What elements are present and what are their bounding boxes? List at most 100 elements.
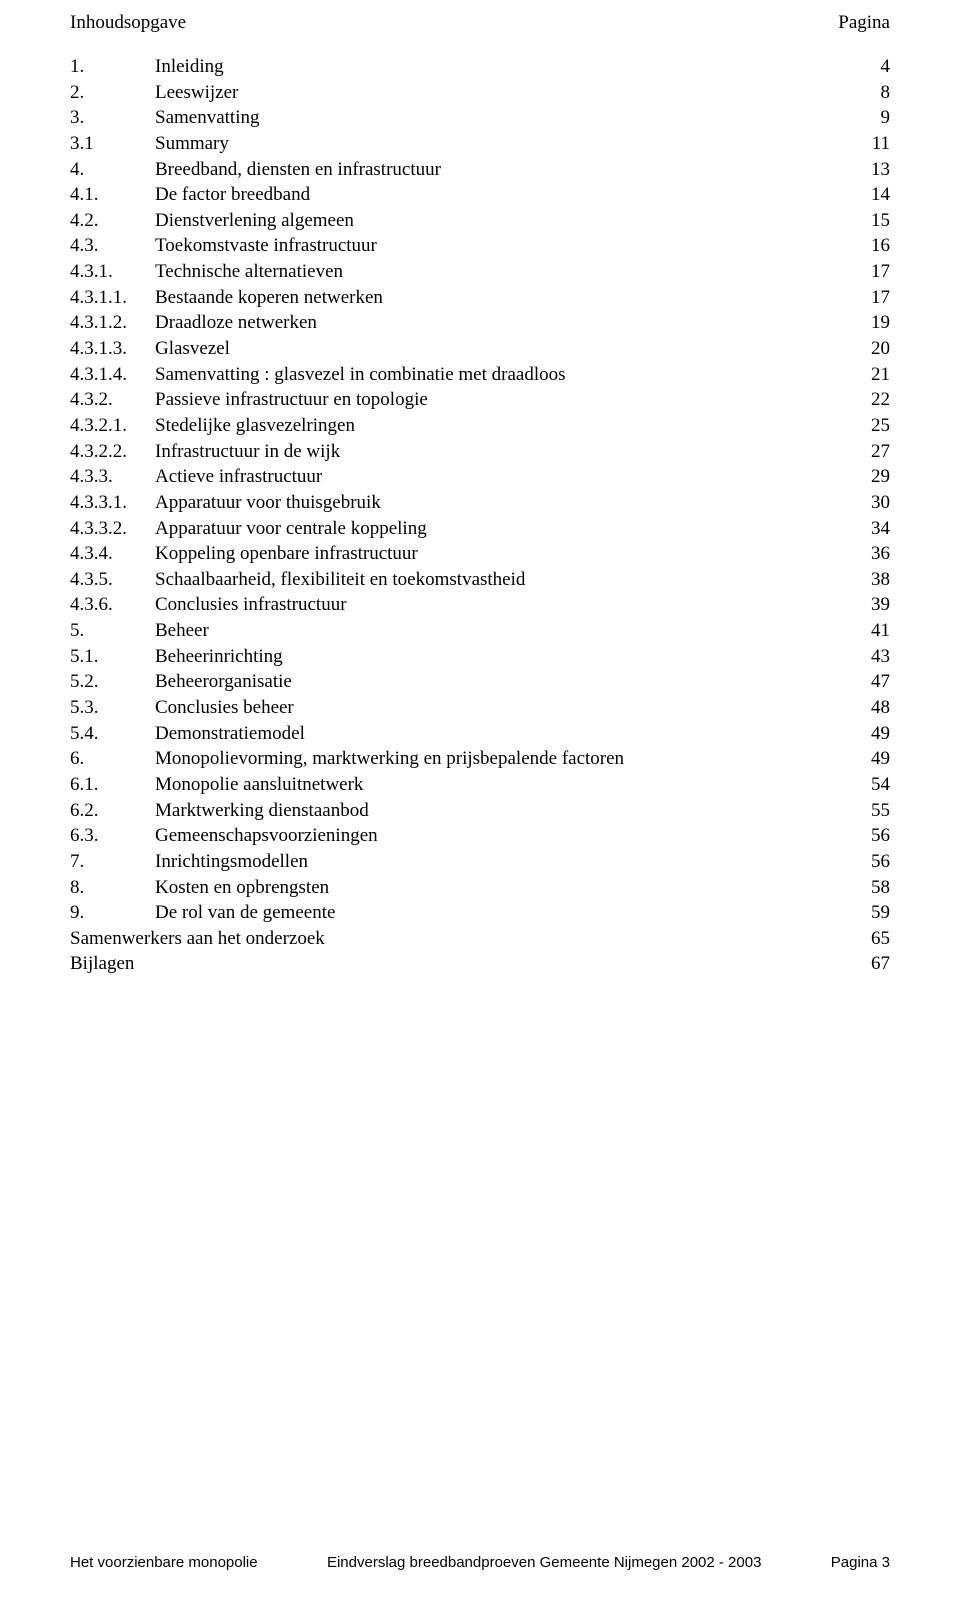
toc-row: 4.3.4.Koppeling openbare infrastructuur3…	[70, 541, 890, 567]
toc-entry-page: 15	[850, 208, 890, 234]
toc-entry-number: 1.	[70, 54, 155, 80]
toc-entry-page: 22	[850, 387, 890, 413]
toc-entry-label: Infrastructuur in de wijk	[155, 439, 850, 465]
toc-entry-number: 4.	[70, 157, 155, 183]
toc-entry-label: Marktwerking dienstaanbod	[155, 798, 850, 824]
toc-entry-number: 4.3.1.4.	[70, 362, 155, 388]
toc-entry-page: 20	[850, 336, 890, 362]
toc-entry-page: 16	[850, 233, 890, 259]
toc-entry-number: 5.	[70, 618, 155, 644]
toc-row: 4.3.2.2.Infrastructuur in de wijk27	[70, 439, 890, 465]
toc-entry-number: 4.3.4.	[70, 541, 155, 567]
toc-row: 5.Beheer41	[70, 618, 890, 644]
toc-entry-number: 5.4.	[70, 721, 155, 747]
toc-entry-label: De rol van de gemeente	[155, 900, 850, 926]
toc-row: 5.1.Beheerinrichting43	[70, 644, 890, 670]
toc-row: 4.Breedband, diensten en infrastructuur1…	[70, 157, 890, 183]
toc-row: 6.Monopolievorming, marktwerking en prij…	[70, 746, 890, 772]
toc-row: 4.3.1.Technische alternatieven17	[70, 259, 890, 285]
toc-entry-label: Inleiding	[155, 54, 850, 80]
toc-entry-page: 11	[850, 131, 890, 157]
toc-row: 5.4.Demonstratiemodel49	[70, 721, 890, 747]
toc-entry-label: Gemeenschapsvoorzieningen	[155, 823, 850, 849]
toc-entry-label: Technische alternatieven	[155, 259, 850, 285]
toc-entry-page: 19	[850, 310, 890, 336]
toc-entry-label: Toekomstvaste infrastructuur	[155, 233, 850, 259]
toc-entry-number: 4.3.1.3.	[70, 336, 155, 362]
toc-entry-number: 4.3.2.1.	[70, 413, 155, 439]
toc-entry-page: 8	[850, 80, 890, 106]
toc-entry-label: Actieve infrastructuur	[155, 464, 850, 490]
toc-entry-page: 34	[850, 516, 890, 542]
toc-row: 3.Samenvatting9	[70, 105, 890, 131]
toc-entry-number: 3.	[70, 105, 155, 131]
toc-entry-label: Draadloze netwerken	[155, 310, 850, 336]
toc-row: 4.2.Dienstverlening algemeen15	[70, 208, 890, 234]
toc-entry-label: Samenvatting	[155, 105, 850, 131]
toc-entry-page: 59	[850, 900, 890, 926]
toc-entry-page: 56	[850, 849, 890, 875]
toc-entry-number: 4.3.	[70, 233, 155, 259]
toc-entry-label: Beheerinrichting	[155, 644, 850, 670]
table-of-contents: 1.Inleiding42.Leeswijzer83.Samenvatting9…	[70, 54, 890, 977]
toc-entry-number: 4.3.3.	[70, 464, 155, 490]
toc-entry-label: Breedband, diensten en infrastructuur	[155, 157, 850, 183]
toc-entry-page: 14	[850, 182, 890, 208]
toc-entry-page: 13	[850, 157, 890, 183]
toc-entry-number: 6.2.	[70, 798, 155, 824]
toc-entry-page: 21	[850, 362, 890, 388]
toc-entry-number: 4.1.	[70, 182, 155, 208]
toc-entry-page: 39	[850, 592, 890, 618]
toc-entry-label: Samenvatting : glasvezel in combinatie m…	[155, 362, 850, 388]
toc-row: 6.2.Marktwerking dienstaanbod55	[70, 798, 890, 824]
toc-entry-page: 29	[850, 464, 890, 490]
toc-row: 8.Kosten en opbrengsten58	[70, 875, 890, 901]
toc-entry-page: 17	[850, 259, 890, 285]
toc-entry-label: Apparatuur voor thuisgebruik	[155, 490, 850, 516]
toc-row: 4.3.2.1.Stedelijke glasvezelringen25	[70, 413, 890, 439]
toc-entry-label: Stedelijke glasvezelringen	[155, 413, 850, 439]
toc-entry-number: 3.1	[70, 131, 155, 157]
toc-entry-page: 4	[850, 54, 890, 80]
toc-entry-label: Conclusies infrastructuur	[155, 592, 850, 618]
toc-row: Samenwerkers aan het onderzoek65	[70, 926, 890, 952]
toc-entry-number: 4.3.5.	[70, 567, 155, 593]
toc-entry-label: Monopolie aansluitnetwerk	[155, 772, 850, 798]
toc-entry-label: Bijlagen	[70, 951, 850, 977]
toc-entry-label: Glasvezel	[155, 336, 850, 362]
toc-entry-number: 5.2.	[70, 669, 155, 695]
toc-entry-label: Samenwerkers aan het onderzoek	[70, 926, 850, 952]
toc-header-right: Pagina	[838, 12, 890, 34]
toc-entry-number: 4.3.2.	[70, 387, 155, 413]
toc-entry-page: 58	[850, 875, 890, 901]
toc-row: 7.Inrichtingsmodellen56	[70, 849, 890, 875]
toc-entry-page: 49	[850, 721, 890, 747]
toc-entry-number: 4.3.1.1.	[70, 285, 155, 311]
toc-row: 4.3.1.4.Samenvatting : glasvezel in comb…	[70, 362, 890, 388]
toc-entry-number: 4.3.1.2.	[70, 310, 155, 336]
toc-entry-page: 25	[850, 413, 890, 439]
toc-entry-number: 8.	[70, 875, 155, 901]
page-footer: Het voorzienbare monopolie Eindverslag b…	[70, 1554, 890, 1571]
toc-entry-page: 49	[850, 746, 890, 772]
toc-entry-label: Apparatuur voor centrale koppeling	[155, 516, 850, 542]
toc-entry-label: Inrichtingsmodellen	[155, 849, 850, 875]
toc-entry-number: 4.3.2.2.	[70, 439, 155, 465]
footer-right: Pagina 3	[831, 1554, 890, 1571]
toc-row: 4.3.1.3.Glasvezel20	[70, 336, 890, 362]
toc-entry-page: 38	[850, 567, 890, 593]
toc-entry-page: 47	[850, 669, 890, 695]
toc-row: 2.Leeswijzer8	[70, 80, 890, 106]
toc-row: Bijlagen67	[70, 951, 890, 977]
toc-entry-number: 6.3.	[70, 823, 155, 849]
toc-row: 4.3.1.2.Draadloze netwerken19	[70, 310, 890, 336]
toc-row: 1.Inleiding4	[70, 54, 890, 80]
toc-entry-page: 9	[850, 105, 890, 131]
toc-entry-label: Summary	[155, 131, 850, 157]
toc-entry-number: 7.	[70, 849, 155, 875]
toc-header: Inhoudsopgave Pagina	[70, 12, 890, 34]
toc-entry-page: 67	[850, 951, 890, 977]
toc-entry-label: Schaalbaarheid, flexibiliteit en toekoms…	[155, 567, 850, 593]
toc-entry-page: 27	[850, 439, 890, 465]
toc-entry-page: 30	[850, 490, 890, 516]
